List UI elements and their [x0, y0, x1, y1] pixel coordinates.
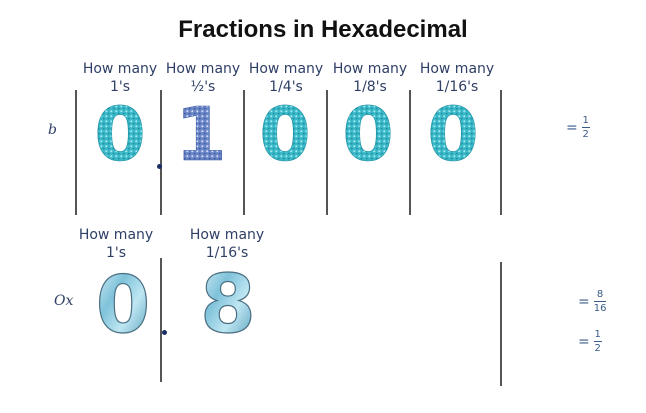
binary-header-2: How many ½'s [163, 60, 243, 96]
binary-header-4: How many 1/8's [330, 60, 410, 96]
fraction-bar [593, 341, 602, 342]
hex-header-1: How many 1's [76, 226, 156, 262]
column-divider [243, 90, 245, 215]
binary-header-3: How many 1/4's [246, 60, 326, 96]
digit-glyph: 1 [176, 100, 226, 164]
hex-header-2: How many 1/16's [185, 226, 269, 262]
digit-glyph: 0 [95, 100, 145, 164]
digit-glyph: 0 [98, 268, 148, 338]
header-bottom: 1/8's [353, 79, 387, 95]
column-divider [326, 90, 328, 215]
radix-point [157, 164, 162, 169]
hex-digit-2: 8 [202, 266, 254, 338]
denominator: 16 [593, 303, 607, 314]
denominator: 2 [594, 343, 601, 354]
header-top: How many [78, 227, 154, 243]
hex-result-2: = 1 2 [578, 329, 602, 354]
denominator: 2 [582, 129, 589, 140]
header-top: How many [82, 61, 158, 77]
header-top: How many [419, 61, 495, 77]
equals-sign: = [578, 293, 590, 310]
column-divider [409, 90, 411, 215]
binary-digit-3: 0 [260, 100, 310, 164]
header-bottom: 1/4's [269, 79, 303, 95]
numerator: 1 [582, 115, 589, 126]
numerator: 1 [594, 329, 601, 340]
digit-glyph: 0 [260, 100, 310, 164]
numerator: 8 [596, 289, 604, 300]
radix-point [162, 330, 167, 335]
header-bottom: 1's [105, 245, 127, 261]
header-top: How many [248, 61, 324, 77]
column-divider [75, 90, 77, 215]
column-divider [160, 90, 162, 215]
binary-digit-2: 1 [176, 100, 226, 164]
fraction-bar [593, 301, 607, 302]
fraction: 1 2 [593, 329, 602, 354]
header-top: How many [165, 61, 241, 77]
binary-header-5: How many 1/16's [417, 60, 497, 96]
column-divider [160, 258, 162, 382]
digit-glyph: 0 [343, 100, 393, 164]
binary-digit-1: 0 [95, 100, 145, 164]
binary-prefix: b [48, 122, 57, 138]
equals-sign: = [578, 333, 590, 350]
header-bottom: 1/16's [435, 79, 479, 95]
header-top: How many [332, 61, 408, 77]
digit-glyph: 0 [428, 100, 478, 164]
column-divider [500, 90, 502, 215]
header-bottom: 1/16's [205, 245, 249, 261]
fraction-bar [581, 127, 590, 128]
binary-digit-4: 0 [343, 100, 393, 164]
digit-glyph: 8 [202, 266, 254, 338]
hex-digit-1: 0 [98, 268, 148, 338]
header-bottom: ½'s [190, 79, 216, 95]
hex-prefix: Ox [54, 293, 74, 309]
binary-digit-5: 0 [428, 100, 478, 164]
equals-sign: = [566, 119, 578, 136]
binary-result: = 1 2 [566, 115, 590, 140]
column-divider [500, 262, 502, 386]
fraction: 1 2 [581, 115, 590, 140]
fraction: 8 16 [593, 289, 607, 314]
page-title: Fractions in Hexadecimal [178, 16, 468, 43]
header-top: How many [189, 227, 265, 243]
hex-result-1: = 8 16 [578, 289, 607, 314]
binary-header-1: How many 1's [80, 60, 160, 96]
header-bottom: 1's [109, 79, 131, 95]
